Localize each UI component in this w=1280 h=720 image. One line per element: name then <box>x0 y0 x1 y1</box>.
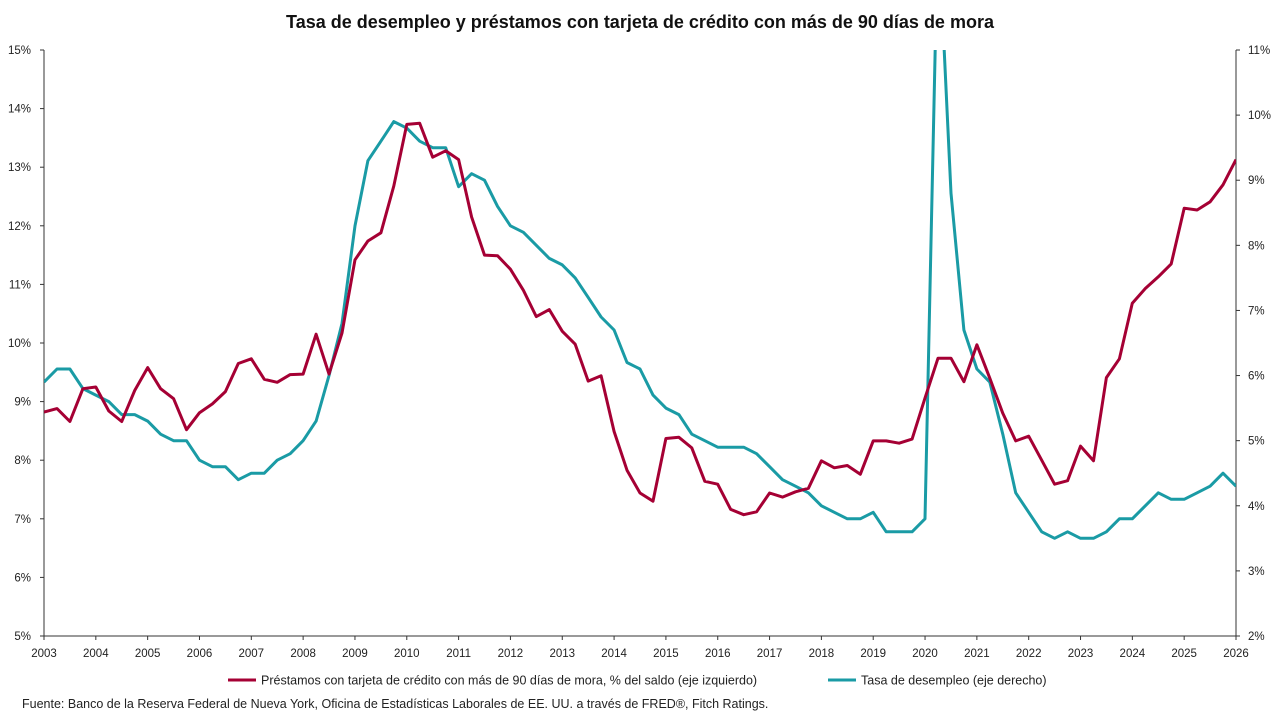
x-tick-label: 2021 <box>964 648 990 660</box>
right-tick-label: 11% <box>1248 45 1270 57</box>
x-tick-label: 2025 <box>1171 648 1197 660</box>
x-tick-label: 2013 <box>549 648 575 660</box>
x-tick-label: 2015 <box>653 648 679 660</box>
left-axis-ticks: 5% 6% 7% 8% 9% 10% 11% 12% 13% 14% 15% <box>8 45 44 643</box>
x-tick-label: 2003 <box>31 648 57 660</box>
chart-title: Tasa de desempleo y préstamos con tarjet… <box>286 12 995 32</box>
legend-label-unemployment: Tasa de desempleo (eje derecho) <box>861 674 1047 688</box>
right-tick-label: 2% <box>1248 631 1265 643</box>
right-axis-ticks: 2% 3% 4% 5% 6% 7% 8% 9% 10% 11% <box>1236 45 1271 643</box>
x-tick-label: 2010 <box>394 648 420 660</box>
x-tick-label: 2008 <box>290 648 316 660</box>
legend: Préstamos con tarjeta de crédito con más… <box>228 674 1047 688</box>
x-tick-label: 2012 <box>498 648 524 660</box>
left-tick-label: 8% <box>14 455 31 467</box>
left-tick-label: 10% <box>8 338 31 350</box>
left-tick-label: 6% <box>14 572 31 584</box>
left-tick-label: 5% <box>14 631 31 643</box>
series-line-credit-delinquency <box>44 121 1236 517</box>
x-tick-label: 2020 <box>912 648 938 660</box>
x-tick-label: 2019 <box>860 648 886 660</box>
x-tick-label: 2009 <box>342 648 368 660</box>
left-tick-label: 13% <box>8 162 31 174</box>
left-tick-label: 15% <box>8 45 31 57</box>
left-tick-label: 7% <box>14 514 31 526</box>
x-tick-label: 2024 <box>1120 648 1146 660</box>
x-tick-label: 2014 <box>601 648 627 660</box>
x-tick-label: 2004 <box>83 648 109 660</box>
x-axis-ticks: 2003 2004 2005 2006 2007 2008 2009 2010 2011 2012… <box>31 636 1249 660</box>
series-line-unemployment <box>44 50 1236 540</box>
x-tick-label: 2016 <box>705 648 731 660</box>
right-tick-label: 3% <box>1248 566 1265 578</box>
right-tick-label: 7% <box>1248 305 1265 317</box>
left-tick-label: 14% <box>8 104 31 116</box>
source-note: Fuente: Banco de la Reserva Federal de N… <box>22 697 768 711</box>
legend-label-credit: Préstamos con tarjeta de crédito con más… <box>261 674 757 688</box>
x-tick-label: 2007 <box>239 648 265 660</box>
right-tick-label: 5% <box>1248 436 1265 448</box>
left-tick-label: 11% <box>9 279 31 291</box>
x-tick-label: 2026 <box>1223 648 1249 660</box>
right-tick-label: 6% <box>1248 371 1265 383</box>
left-tick-label: 12% <box>8 221 31 233</box>
right-tick-label: 4% <box>1248 501 1265 513</box>
x-tick-label: 2005 <box>135 648 161 660</box>
x-tick-label: 2018 <box>809 648 835 660</box>
right-tick-label: 10% <box>1248 110 1271 122</box>
x-tick-label: 2006 <box>187 648 213 660</box>
left-tick-label: 9% <box>14 397 31 409</box>
x-tick-label: 2022 <box>1016 648 1042 660</box>
x-tick-label: 2023 <box>1068 648 1094 660</box>
right-tick-label: 8% <box>1248 240 1265 252</box>
right-tick-label: 9% <box>1248 175 1265 187</box>
x-tick-label: 2011 <box>446 648 471 660</box>
x-tick-label: 2017 <box>757 648 783 660</box>
